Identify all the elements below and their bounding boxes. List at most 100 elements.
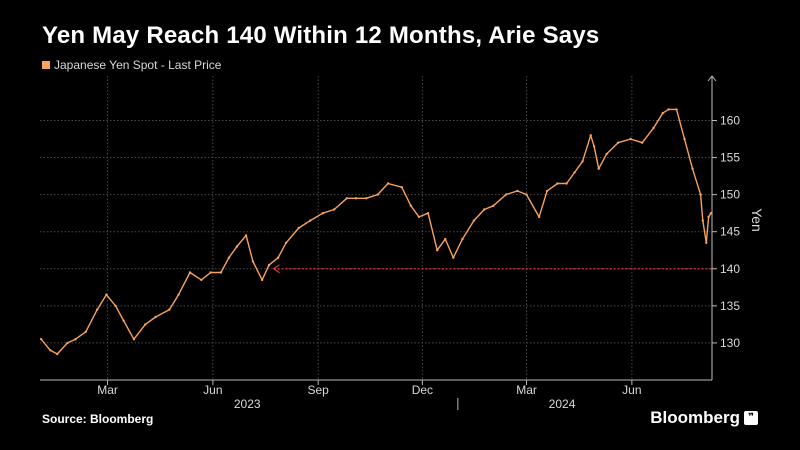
price-point [565, 182, 568, 185]
year-label: 2024 [549, 397, 576, 411]
legend: Japanese Yen Spot - Last Price [42, 58, 221, 72]
chart-title: Yen May Reach 140 Within 12 Months, Arie… [42, 22, 600, 49]
price-point [641, 141, 644, 144]
price-series-line [40, 108, 712, 355]
price-point [219, 271, 223, 274]
price-point [365, 197, 368, 200]
price-point [461, 237, 464, 241]
price-point [209, 271, 212, 274]
price-point [545, 189, 549, 193]
legend-swatch [42, 61, 50, 69]
y-tick-label: 140 [720, 262, 740, 276]
quote-icon: ❞ [744, 411, 758, 425]
price-point [74, 338, 77, 341]
x-tick-label: Sep [308, 383, 330, 397]
x-tick-label: Dec [412, 383, 433, 397]
price-point [452, 256, 455, 259]
price-point [436, 249, 439, 252]
x-tick-label: Jun [622, 383, 641, 397]
price-point [267, 263, 271, 267]
price-point [409, 204, 413, 207]
price-point [168, 308, 171, 311]
price-point [691, 167, 694, 170]
price-point [200, 278, 203, 282]
price-point [417, 215, 421, 219]
y-tick-label: 145 [720, 225, 740, 239]
price-point [39, 338, 43, 341]
price-point [144, 323, 147, 326]
y-tick-label: 155 [720, 151, 740, 165]
price-point [573, 171, 576, 174]
price-point [227, 256, 231, 259]
price-point [709, 212, 713, 215]
price-point [661, 111, 664, 115]
price-point [504, 193, 508, 196]
price-point [705, 241, 708, 244]
price-point [537, 215, 541, 219]
price-point [629, 137, 632, 141]
price-point [114, 304, 117, 308]
price-point [244, 234, 248, 237]
bloomberg-logo: Bloomberg ❞ [650, 408, 758, 428]
price-point [616, 141, 620, 144]
brand-label: Bloomberg [650, 408, 740, 427]
price-point [592, 145, 596, 148]
price-point [321, 212, 324, 215]
x-tick-label: Mar [97, 383, 118, 397]
price-point [345, 197, 348, 200]
price-point [154, 315, 157, 319]
price-point [525, 193, 528, 196]
price-point [444, 237, 447, 241]
price-point [260, 278, 264, 282]
price-point [333, 208, 336, 211]
legend-label: Japanese Yen Spot - Last Price [54, 58, 222, 72]
price-point [284, 241, 288, 244]
price-point [376, 193, 379, 196]
price-point [589, 134, 592, 137]
price-point [122, 319, 125, 322]
price-point [96, 308, 99, 311]
y-tick-label: 160 [720, 113, 740, 127]
price-point [251, 260, 255, 263]
price-point [309, 219, 312, 222]
price-point [667, 108, 670, 111]
price-point [483, 208, 486, 211]
price-point [652, 126, 655, 130]
price-point [177, 293, 180, 296]
y-axis-arrow [707, 75, 717, 82]
price-point [132, 338, 136, 341]
price-point [556, 182, 559, 185]
price-point [699, 193, 702, 196]
y-axis-label: Yen [749, 208, 765, 232]
y-tick-label: 150 [720, 188, 740, 202]
price-point [66, 341, 69, 345]
price-point [188, 271, 192, 274]
price-point [701, 219, 704, 222]
price-point [516, 189, 519, 193]
price-point [683, 137, 686, 141]
reference-arrow [272, 264, 280, 274]
y-tick-label: 130 [720, 336, 740, 350]
price-point [386, 182, 390, 185]
price-point [276, 256, 280, 259]
price-point [605, 152, 608, 156]
price-point [472, 219, 476, 222]
price-point [707, 215, 710, 219]
price-point [581, 160, 584, 163]
price-point [105, 293, 108, 296]
price-point [297, 226, 300, 230]
source-note: Source: Bloomberg [42, 412, 154, 426]
price-point [426, 212, 430, 215]
price-point [235, 245, 239, 248]
price-point [597, 167, 600, 170]
price-point [400, 186, 403, 189]
price-point [492, 204, 495, 207]
price-point [56, 352, 59, 356]
price-point [49, 349, 52, 352]
price-point [675, 108, 678, 111]
price-point [354, 197, 358, 200]
price-point [84, 330, 88, 333]
x-tick-label: Mar [516, 383, 537, 397]
y-tick-label: 135 [720, 299, 740, 313]
